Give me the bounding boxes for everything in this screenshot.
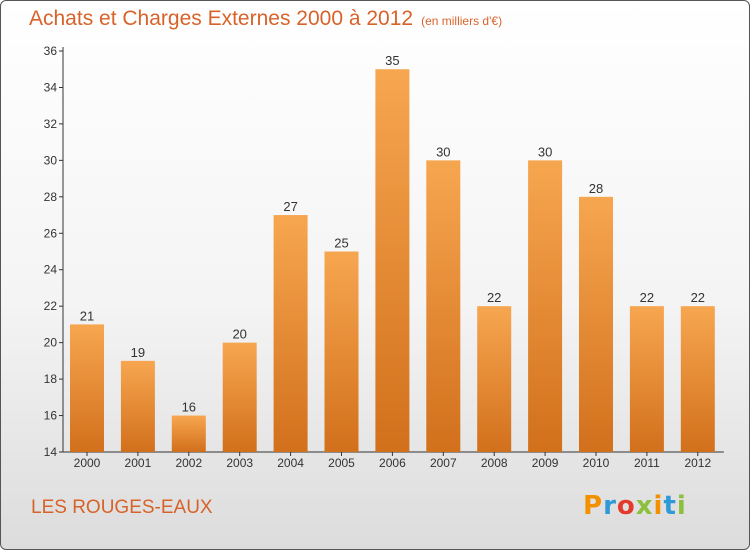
logo-letter: i <box>676 491 687 521</box>
x-tick-label: 2012 <box>684 456 711 470</box>
y-tick-label: 20 <box>44 336 58 350</box>
x-tick-label: 2003 <box>226 456 253 470</box>
data-label: 30 <box>538 144 552 159</box>
logo-letter: x <box>635 491 654 521</box>
bar <box>528 160 563 452</box>
unit-label: (en milliers d'€) <box>421 14 503 28</box>
y-tick-label: 22 <box>44 299 58 313</box>
y-tick-label: 14 <box>44 445 58 459</box>
bars-group <box>70 69 715 453</box>
chart-title: Achats et Charges Externes 2000 à 2012 (e… <box>29 7 502 31</box>
x-tick-label: 2008 <box>481 456 508 470</box>
x-axis: 2000 2001 2002 2003 2004 2005 2006 2007 2008 2009… <box>63 451 724 470</box>
data-label: 28 <box>589 181 603 196</box>
bar <box>629 306 664 452</box>
y-tick-label: 16 <box>44 409 58 423</box>
data-label: 19 <box>131 345 145 360</box>
logo-letter: o <box>616 491 636 521</box>
data-label: 22 <box>640 290 654 305</box>
y-tick-label: 32 <box>44 117 58 131</box>
bar <box>324 251 359 452</box>
logo-letter: t <box>663 491 677 521</box>
data-label: 21 <box>80 308 94 323</box>
brand-logo: Proxiti <box>583 491 687 521</box>
bar <box>477 306 512 452</box>
data-label: 20 <box>232 327 246 342</box>
x-tick-label: 2007 <box>430 456 457 470</box>
logo-letter: i <box>653 491 664 521</box>
data-label: 25 <box>334 236 348 251</box>
y-tick-label: 34 <box>44 80 58 94</box>
logo-letter: r <box>603 491 617 521</box>
x-tick-label: 2000 <box>74 456 101 470</box>
x-tick-label: 2006 <box>379 456 406 470</box>
y-tick-label: 26 <box>44 226 58 240</box>
x-tick-label: 2001 <box>125 456 152 470</box>
logo-letter: P <box>583 491 604 521</box>
data-label: 22 <box>487 290 501 305</box>
bar <box>70 324 104 452</box>
x-tick-label: 2004 <box>277 456 304 470</box>
y-tick-label: 24 <box>44 263 58 277</box>
data-label: 35 <box>385 53 399 68</box>
bar <box>426 160 461 452</box>
data-label: 30 <box>436 144 450 159</box>
title-text: Achats et Charges Externes 2000 à 2012 <box>29 7 414 30</box>
place-name: LES ROUGES-EAUX <box>31 497 213 518</box>
y-tick-label: 18 <box>44 372 58 386</box>
data-label: 22 <box>691 290 705 305</box>
data-label: 27 <box>283 199 297 214</box>
x-tick-label: 2002 <box>175 456 202 470</box>
y-tick-label: 36 <box>44 44 58 58</box>
bar <box>579 196 613 452</box>
bar <box>273 215 308 452</box>
x-tick-label: 2005 <box>328 456 355 470</box>
x-tick-label: 2009 <box>532 456 559 470</box>
data-labels-group: 21 19 16 20 27 25 35 30 22 30 28 22 22 <box>80 53 705 414</box>
bar <box>120 360 155 452</box>
data-label: 16 <box>182 400 196 415</box>
bar <box>680 306 715 452</box>
x-tick-label: 2011 <box>634 456 660 470</box>
y-axis: 14 16 18 20 22 24 26 28 30 32 34 36 <box>44 44 64 459</box>
bar <box>375 69 410 453</box>
y-tick-label: 28 <box>44 190 58 204</box>
y-tick-label: 30 <box>44 153 58 167</box>
bar <box>222 342 257 452</box>
bar <box>171 415 206 452</box>
x-tick-label: 2010 <box>583 456 610 470</box>
